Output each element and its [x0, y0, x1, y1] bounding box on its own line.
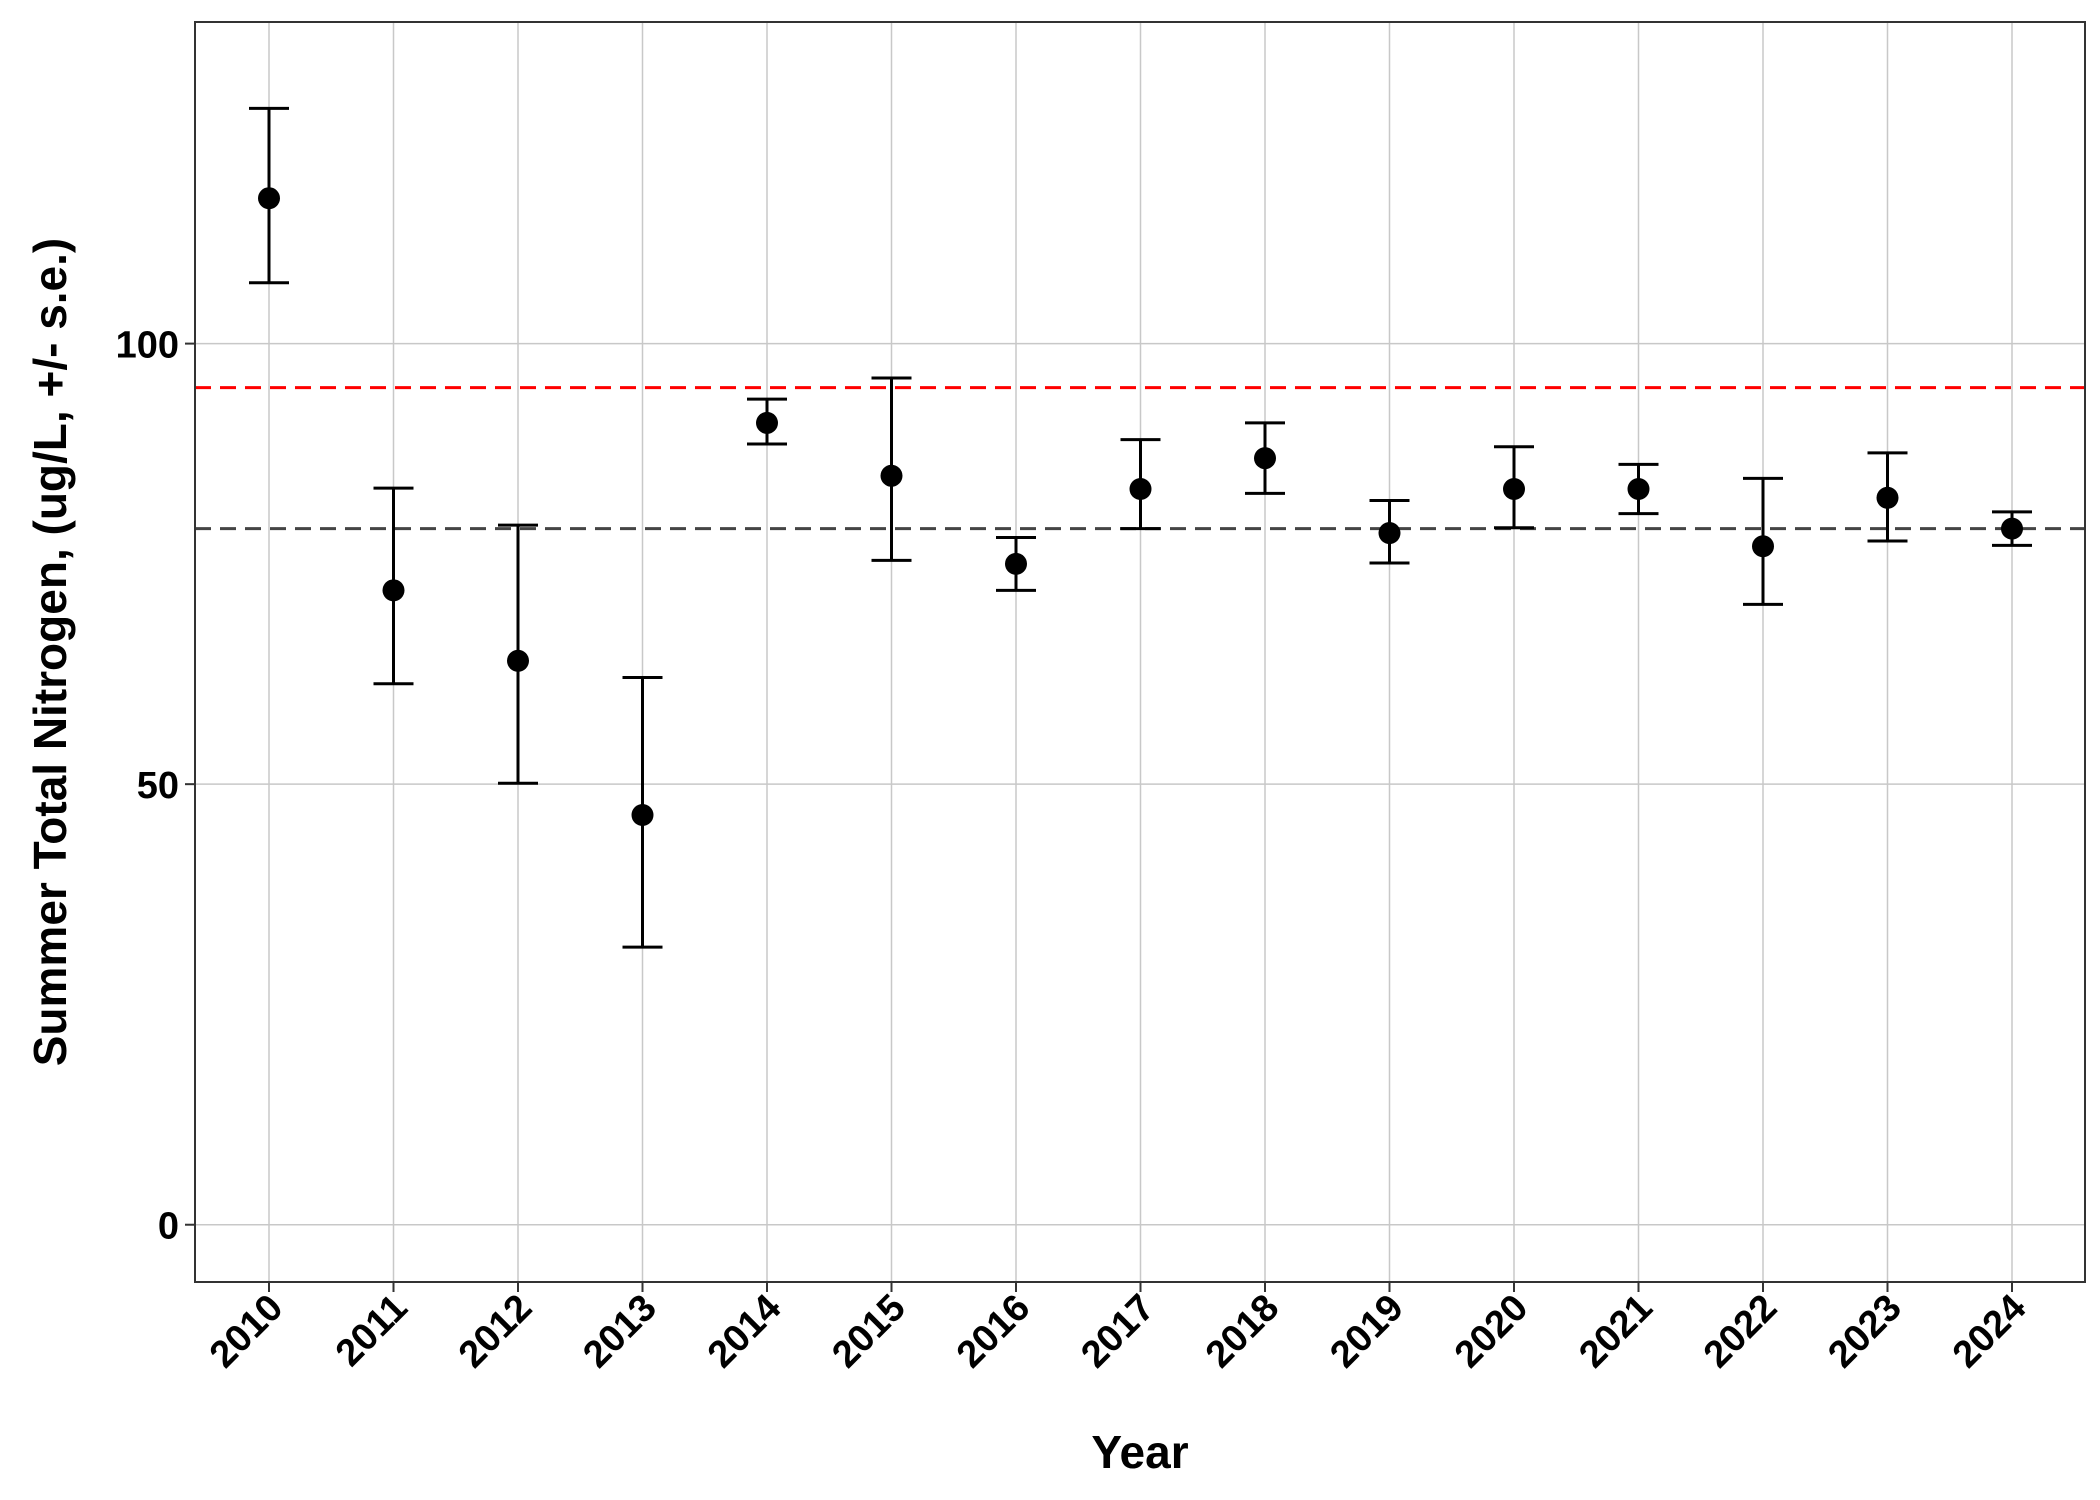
- grid: [195, 22, 2085, 1282]
- data-point: [258, 187, 280, 210]
- y-tick-label: 100: [116, 325, 179, 367]
- reference-lines: [195, 386, 2085, 531]
- data-point: [1378, 522, 1401, 545]
- y-tick-label: 0: [158, 1206, 179, 1248]
- data-point: [1005, 552, 1027, 575]
- data-point: [1752, 535, 1774, 558]
- data-point: [507, 649, 529, 672]
- data-point: [382, 579, 405, 602]
- data-point: [1876, 486, 1899, 509]
- data-point: [1254, 447, 1276, 470]
- data-point: [1503, 477, 1525, 500]
- y-axis-title: Summer Total Nitrogen, (ug/L, +/- s.e.): [24, 238, 76, 1067]
- y-axis: 0 50 100: [116, 325, 195, 1248]
- data-point: [631, 804, 654, 827]
- y-tick-label: 50: [137, 765, 179, 807]
- data-point: [1627, 477, 1650, 500]
- data-point: [880, 464, 903, 487]
- data-points: [258, 187, 2023, 827]
- data-point: [1129, 477, 1152, 500]
- data-point: [2001, 517, 2023, 540]
- data-point: [756, 411, 778, 434]
- x-axis-title: Year: [1091, 1426, 1188, 1478]
